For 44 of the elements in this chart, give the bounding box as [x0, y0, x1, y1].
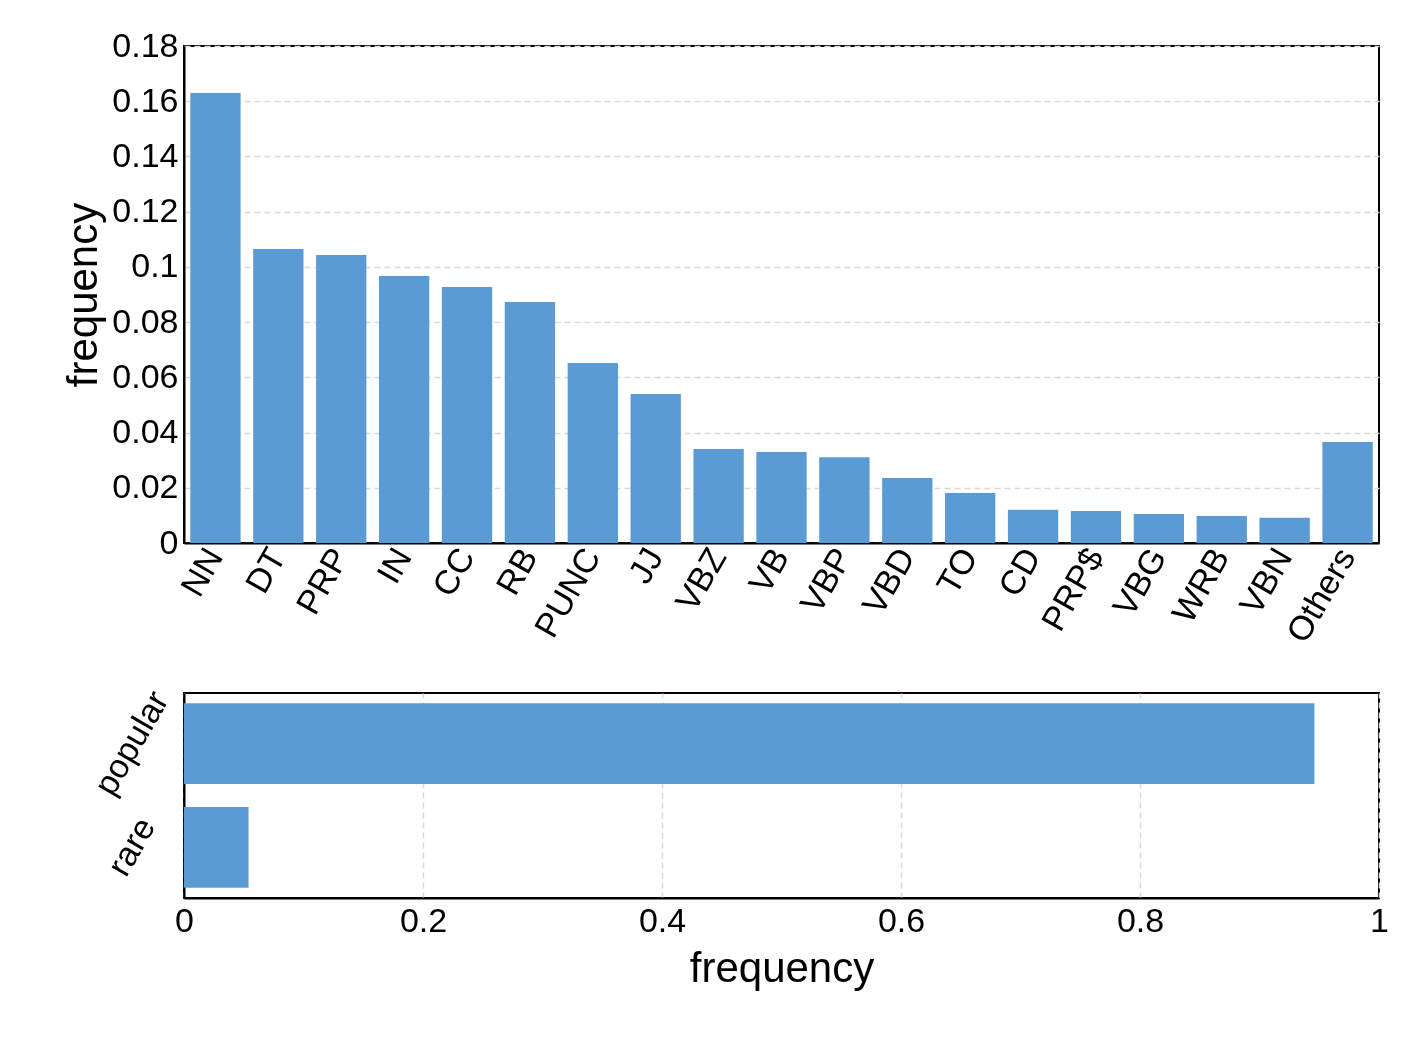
bar	[1196, 515, 1247, 543]
bar	[945, 493, 996, 543]
x-tick-label: 0.2	[399, 900, 448, 939]
x-tick-label: 1	[1370, 900, 1389, 939]
bar	[1133, 514, 1185, 543]
x-tick-label: JJ	[620, 541, 671, 590]
y-axis-title: frequency	[59, 202, 107, 388]
x-tick-label: CD	[990, 541, 1048, 603]
y-tick-label: 0.12	[112, 191, 179, 230]
x-tick-label: DT	[237, 541, 294, 600]
x-tick-label: VB	[740, 541, 797, 600]
bar	[441, 287, 493, 543]
bar	[190, 92, 241, 543]
bar	[1070, 510, 1122, 543]
bar	[1322, 441, 1373, 543]
bar	[253, 248, 304, 543]
x-tick-label: TO	[928, 541, 985, 601]
y-tick-label: 0.06	[112, 356, 179, 395]
bar	[693, 449, 744, 543]
bar	[316, 255, 367, 543]
bar	[378, 276, 430, 543]
y-tick-label: 0.1	[131, 246, 179, 285]
x-tick-label: CC	[424, 541, 482, 603]
x-tick-label: IN	[368, 541, 419, 590]
bar	[1259, 517, 1310, 543]
y-tick-label: 0.16	[112, 80, 179, 119]
y-tick-label: 0.08	[112, 301, 179, 340]
y-tick-label: 0.02	[112, 467, 179, 506]
y-tick-label: 0.04	[112, 412, 179, 451]
bar	[504, 301, 556, 543]
x-axis-title: frequency	[689, 943, 875, 991]
x-tick-label: RB	[488, 541, 545, 601]
bar	[819, 457, 870, 543]
y-tick-label: rare	[99, 810, 163, 882]
y-tick-label: 0.18	[112, 25, 179, 64]
x-tick-label: 0.6	[877, 900, 926, 939]
y-tick-label: 0.14	[112, 135, 179, 174]
bar	[1007, 509, 1059, 543]
x-tick-label: 0.4	[638, 900, 687, 939]
bar	[567, 362, 618, 543]
bar	[630, 393, 681, 543]
bar	[756, 451, 807, 543]
x-tick-label: 0.8	[1116, 900, 1165, 939]
bar	[882, 478, 933, 543]
